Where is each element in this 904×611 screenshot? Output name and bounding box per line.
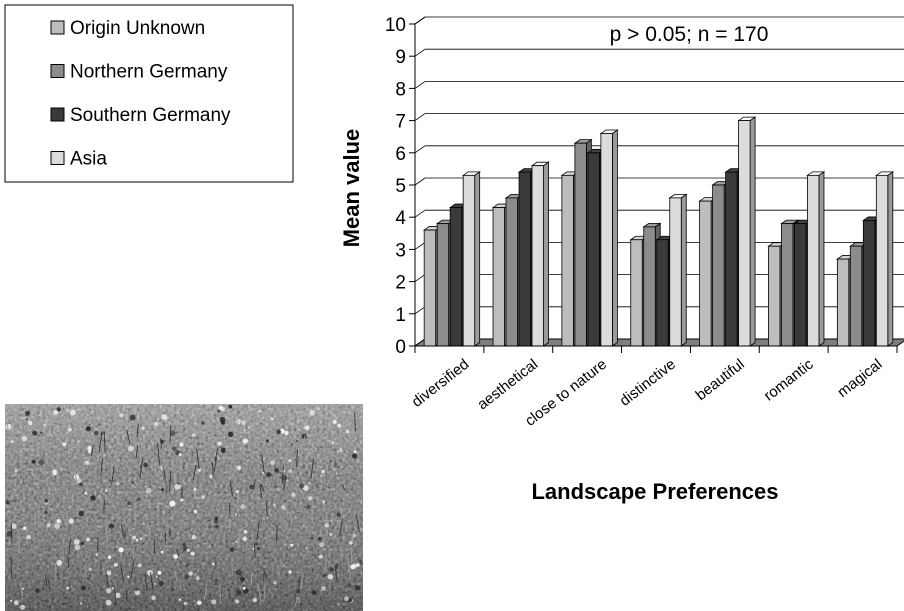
x-tick-label: distinctive [617, 356, 679, 410]
bar [806, 171, 826, 347]
legend-label: Origin Unknown [70, 18, 205, 39]
y-tick-label: 1 [395, 305, 406, 326]
bar [737, 116, 757, 347]
bar [668, 193, 688, 347]
y-tick-label: 5 [395, 176, 406, 197]
y-tick-label: 3 [395, 240, 406, 261]
legend-label: Southern Germany [70, 105, 231, 126]
legend-label: Northern Germany [70, 62, 228, 83]
y-axis: 0 1 2 3 4 5 6 7 8 9 10 [385, 15, 415, 358]
legend-swatch [50, 20, 65, 35]
bar-chart: 0 1 2 3 4 5 6 7 8 9 10 diversified aestheticalclose… [339, 15, 904, 504]
y-tick-label: 0 [395, 337, 406, 358]
y-tick-label: 7 [395, 112, 406, 133]
legend-label: Asia [70, 149, 107, 170]
legend: Origin Unknown Northern Germany Southern G… [4, 4, 294, 183]
gridline [414, 306, 426, 315]
gridline [414, 209, 426, 218]
legend-swatch [50, 64, 65, 78]
gridline [414, 274, 426, 282]
legend-item: Asia [50, 149, 107, 170]
legend-swatch [50, 151, 65, 165]
bars [422, 116, 895, 347]
bar [599, 129, 619, 347]
x-tick-label: diversified [409, 356, 473, 411]
x-tick-label: beautiful [693, 356, 748, 404]
legend-item: Northern Germany [50, 62, 228, 83]
gridline [414, 145, 426, 154]
x-axis-title: Landscape Preferences [531, 479, 778, 504]
legend-swatch [50, 107, 65, 122]
meadow-photo [5, 404, 363, 611]
legend-item: Southern Germany [50, 105, 231, 126]
gridline [414, 48, 426, 57]
x-tick-label: aesthetical [474, 356, 541, 414]
x-tick-label: romantic [761, 355, 817, 404]
y-tick-label: 4 [395, 208, 406, 229]
bar [461, 171, 481, 347]
legend-item: Origin Unknown [50, 18, 205, 39]
significance-annotation: p > 0.05; n = 170 [610, 23, 769, 46]
bar [875, 171, 895, 347]
gridline [414, 242, 426, 250]
gridline [414, 16, 426, 25]
y-tick-label: 9 [395, 47, 406, 68]
y-tick-label: 10 [385, 15, 406, 36]
gridline [414, 81, 426, 89]
gridline [414, 113, 426, 121]
y-axis-title: Mean value [339, 129, 364, 248]
y-tick-label: 6 [395, 144, 406, 165]
x-tick-label: magical [834, 356, 885, 401]
y-tick-label: 2 [395, 273, 406, 294]
gridline [414, 177, 426, 186]
bar [530, 161, 550, 347]
y-tick-label: 8 [395, 79, 406, 100]
